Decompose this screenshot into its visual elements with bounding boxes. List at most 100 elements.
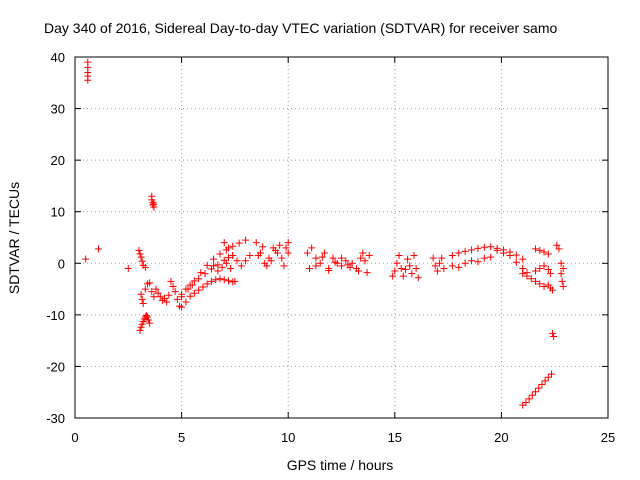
data-point [535, 384, 543, 392]
data-point [550, 333, 558, 341]
y-axis-title: SDTVAR / TECUs [6, 182, 22, 294]
data-point [214, 261, 222, 269]
data-point [361, 257, 369, 265]
data-point [137, 290, 145, 298]
data-point [544, 265, 552, 273]
data-point [146, 279, 154, 287]
data-point [178, 293, 186, 301]
data-point [557, 270, 565, 278]
data-point [404, 255, 412, 263]
data-point [519, 255, 527, 263]
data-point [338, 254, 345, 262]
data-point [316, 259, 324, 267]
data-point [138, 257, 146, 265]
data-point [201, 270, 209, 278]
data-point [438, 254, 446, 262]
data-point [440, 264, 448, 272]
data-point [468, 246, 476, 254]
data-point [320, 249, 328, 257]
data-point [139, 300, 147, 308]
data-point [231, 277, 239, 285]
data-point [540, 248, 548, 256]
data-point [487, 253, 495, 261]
data-point [252, 239, 260, 247]
chart-title: Day 340 of 2016, Sidereal Day-to-day VTE… [44, 20, 557, 36]
data-point [342, 257, 350, 265]
data-point [303, 249, 311, 257]
data-point [559, 264, 567, 272]
data-point [331, 258, 339, 266]
data-point [344, 261, 352, 269]
data-point [549, 329, 557, 337]
data-point [171, 288, 179, 296]
data-point [532, 267, 540, 275]
data-point [137, 253, 145, 261]
data-point [318, 253, 326, 261]
tick-labels: 0 5 10 15 20 25 -30 -20 -10 0 10 20 30 40 [46, 50, 615, 445]
plot-frame [74, 56, 609, 419]
data-point [480, 254, 488, 262]
data-point [558, 277, 566, 285]
y-tick-label: 30 [51, 102, 65, 117]
data-point [308, 244, 316, 252]
data-point [391, 267, 399, 275]
data-point [161, 294, 169, 302]
data-point [532, 388, 540, 396]
data-point [549, 286, 557, 294]
data-point [525, 395, 533, 403]
data-point [455, 249, 463, 257]
data-point [199, 283, 207, 291]
data-point [363, 269, 371, 277]
data-point [259, 243, 267, 251]
data-point [229, 242, 237, 250]
data-point [237, 262, 245, 270]
data-point [263, 262, 271, 270]
data-point [195, 275, 203, 283]
data-point [527, 275, 535, 283]
ticks [74, 56, 609, 419]
data-point [474, 258, 482, 266]
data-point [210, 262, 218, 270]
data-point [282, 244, 290, 252]
x-tick-label: 25 [601, 430, 615, 445]
data-point [190, 277, 198, 285]
data-point [227, 264, 235, 272]
x-tick-label: 10 [281, 430, 295, 445]
data-point [399, 272, 407, 280]
data-point [242, 257, 250, 265]
data-point [536, 280, 544, 288]
data-point [389, 272, 397, 280]
data-point [544, 250, 552, 258]
data-point [412, 264, 420, 272]
data-point [94, 245, 102, 253]
data-point [544, 373, 552, 381]
data-point [557, 259, 565, 267]
data-point [220, 276, 228, 284]
data-point [506, 252, 514, 260]
y-tick-label: -30 [46, 411, 65, 426]
data-point [225, 244, 233, 252]
data-point [325, 267, 333, 275]
data-point [141, 263, 149, 271]
data-point [225, 254, 233, 262]
data-point [284, 249, 292, 257]
y-tick-label: 40 [51, 50, 65, 65]
data-point [284, 239, 292, 247]
data-point [500, 249, 508, 257]
data-point [225, 277, 233, 285]
data-point [448, 252, 456, 260]
data-point [397, 264, 405, 272]
data-point [512, 251, 520, 259]
data-point [190, 289, 198, 297]
data-point [493, 246, 501, 254]
data-point [276, 241, 284, 249]
data-point [433, 267, 441, 275]
y-tick-label: 20 [51, 153, 65, 168]
data-point [431, 262, 439, 270]
data-point [540, 262, 548, 270]
data-point [312, 254, 320, 262]
data-point [136, 250, 144, 258]
data-point [541, 377, 549, 385]
data-point [536, 264, 544, 272]
